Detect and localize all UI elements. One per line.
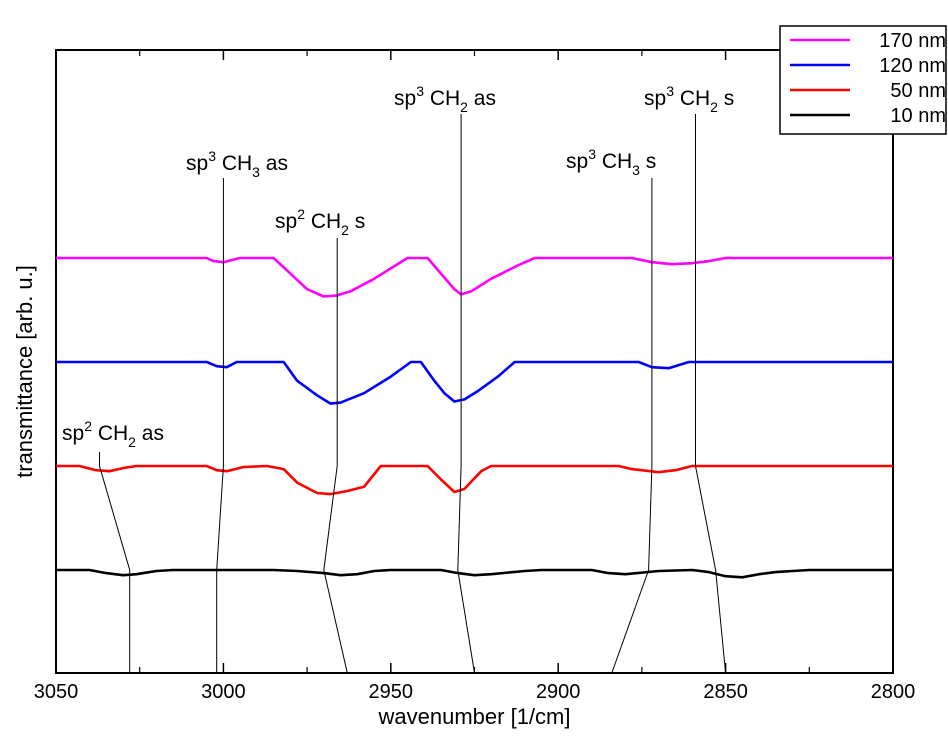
x-tick-label: 2850 <box>703 681 748 703</box>
annotation-sp2-ch2-as: sp2 CH2 as <box>62 418 164 450</box>
legend-label: 50 nm <box>890 80 946 102</box>
x-tick-label: 2950 <box>369 681 414 703</box>
series-line-170-nm <box>56 256 893 298</box>
legend: 170 nm 120 nm 50 nm 10 nm <box>779 25 947 135</box>
series-line-50-nm <box>56 464 893 496</box>
guide-line-sp3-ch2-as <box>457 114 475 674</box>
plot-axes: 3050 3000 2950 2900 2850 2800 <box>34 49 916 703</box>
guide-line-sp2-ch2-s <box>323 238 348 674</box>
legend-label: 170 nm <box>879 30 946 52</box>
annotation-sp2-ch2-s: sp2 CH2 s <box>275 206 365 238</box>
y-axis-title: transmittance [arb. u.] <box>12 265 37 478</box>
guide-line-sp3-ch3-as <box>216 178 224 673</box>
x-tick-label: 2800 <box>871 681 916 703</box>
annotation-sp3-ch3-s: sp3 CH3 s <box>566 146 656 178</box>
x-tick-label: 3000 <box>201 681 246 703</box>
legend-label: 120 nm <box>879 55 946 77</box>
guide-line-sp2-ch2-as <box>99 452 131 673</box>
series-line-120-nm <box>56 360 893 405</box>
annotation-sp3-ch2-s: sp3 CH2 s <box>644 83 734 115</box>
legend-label: 10 nm <box>890 105 946 127</box>
annotation-sp3-ch2-as: sp3 CH2 as <box>394 83 496 115</box>
guide-line-sp3-ch3-s <box>611 178 653 674</box>
guide-line-sp3-ch2-s <box>695 114 727 674</box>
x-tick-label: 2900 <box>536 681 581 703</box>
x-axis-title: wavenumber [1/cm] <box>378 704 571 729</box>
annotation-sp3-ch3-as: sp3 CH3 as <box>186 148 288 180</box>
series-layer <box>56 256 893 579</box>
annotation-layer: sp2 CH2 as sp3 CH3 as sp2 CH2 s sp3 CH2 as s… <box>62 83 734 674</box>
series-line-10-nm <box>56 568 893 579</box>
x-tick-label: 3050 <box>34 681 79 703</box>
